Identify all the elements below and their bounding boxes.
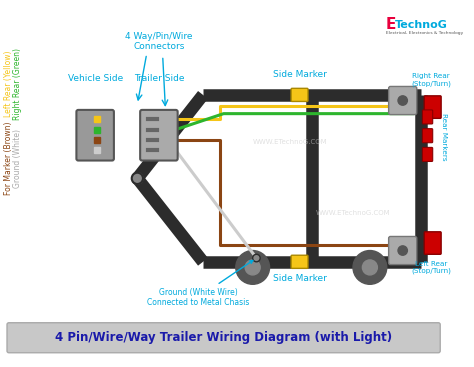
Text: Left Rear (Yellow): Left Rear (Yellow) — [4, 50, 13, 117]
Text: Trailer Side: Trailer Side — [134, 75, 184, 83]
Text: Right Rear (Green): Right Rear (Green) — [13, 48, 22, 120]
Text: E: E — [386, 17, 396, 32]
Text: Rear Markers: Rear Markers — [441, 113, 447, 161]
FancyBboxPatch shape — [389, 87, 417, 115]
Text: Vehicle Side: Vehicle Side — [67, 75, 123, 83]
Circle shape — [236, 251, 270, 284]
Text: Side Marker: Side Marker — [273, 274, 327, 283]
Text: 4 Way/Pin/Wire
Connectors: 4 Way/Pin/Wire Connectors — [125, 32, 192, 51]
FancyBboxPatch shape — [389, 236, 417, 265]
Circle shape — [132, 173, 143, 184]
Circle shape — [398, 96, 407, 105]
FancyBboxPatch shape — [422, 148, 433, 161]
FancyBboxPatch shape — [291, 88, 308, 101]
FancyBboxPatch shape — [76, 110, 114, 160]
FancyBboxPatch shape — [422, 110, 433, 124]
Circle shape — [253, 254, 260, 262]
Text: TechnoG: TechnoG — [395, 19, 448, 30]
Text: 4 Pin/Wire/Way Trailer Wiring Diagram (with Light): 4 Pin/Wire/Way Trailer Wiring Diagram (w… — [55, 331, 392, 344]
FancyBboxPatch shape — [291, 255, 308, 268]
Text: WWW.ETechnoG.COM: WWW.ETechnoG.COM — [253, 139, 328, 145]
Text: Ground (White): Ground (White) — [13, 129, 22, 188]
FancyBboxPatch shape — [424, 232, 441, 254]
Circle shape — [245, 260, 260, 275]
Text: Right Rear
(Stop/Turn): Right Rear (Stop/Turn) — [411, 73, 451, 87]
Text: WWW.ETechnoG.COM: WWW.ETechnoG.COM — [316, 210, 390, 216]
Circle shape — [398, 246, 407, 255]
Circle shape — [353, 251, 387, 284]
FancyBboxPatch shape — [422, 129, 433, 143]
Text: Ground (White Wire)
Connected to Metal Chasis: Ground (White Wire) Connected to Metal C… — [147, 261, 253, 307]
Circle shape — [363, 260, 377, 275]
FancyBboxPatch shape — [140, 110, 178, 160]
Text: Side Marker: Side Marker — [273, 70, 327, 79]
Text: For Marker (Brown): For Marker (Brown) — [4, 122, 13, 195]
FancyBboxPatch shape — [424, 96, 441, 118]
FancyBboxPatch shape — [7, 323, 440, 353]
Text: Electrical, Electronics & Technology: Electrical, Electronics & Technology — [386, 31, 463, 35]
Text: Left Rear
(Stop/Turn): Left Rear (Stop/Turn) — [411, 261, 451, 274]
